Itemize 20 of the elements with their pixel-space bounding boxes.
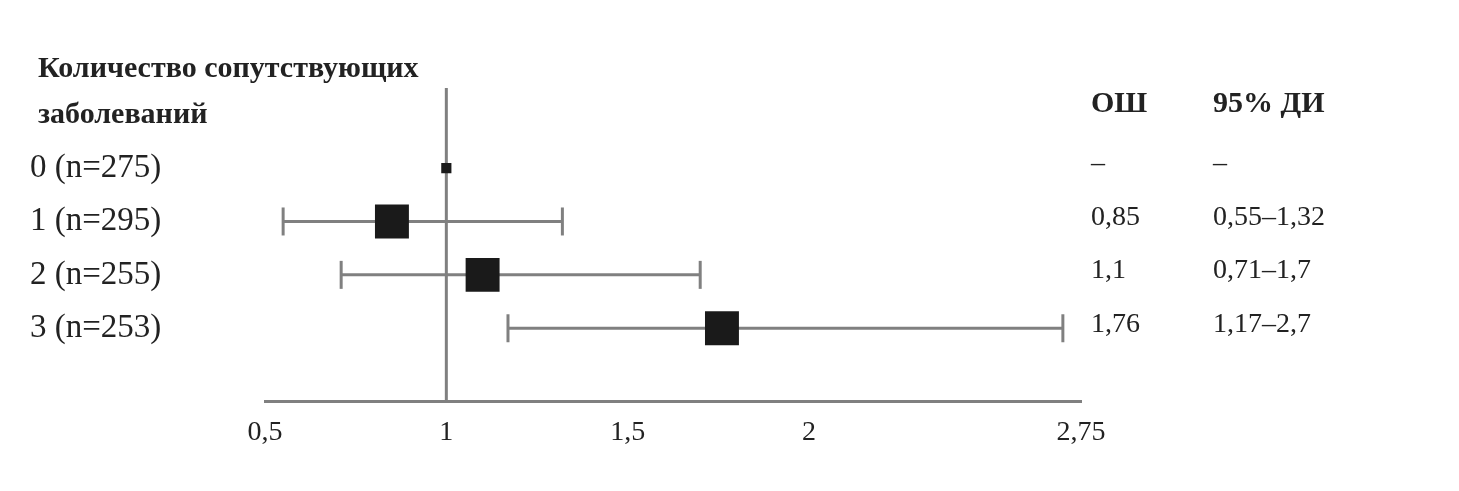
text: 0,71–1,7 xyxy=(1213,253,1311,285)
x-tick-label: 1,5 xyxy=(610,414,646,446)
text: 1,1 xyxy=(1091,253,1126,285)
text: – xyxy=(1090,146,1106,178)
x-tick-label: 2 xyxy=(802,414,816,446)
text: 95% ДИ xyxy=(1213,84,1325,118)
x-tick-label: 1 xyxy=(439,414,454,446)
text: 0,85 xyxy=(1091,199,1140,231)
text: – xyxy=(1212,146,1228,178)
x-tick-label: 0,5 xyxy=(247,414,283,446)
y-tick-label: 2 (n=255) xyxy=(30,254,162,292)
y-tick-label: 3 (n=253) xyxy=(30,307,162,345)
y-tick-label: 0 (n=275) xyxy=(30,147,162,185)
chart-title: Количество сопутствующих заболеваний xyxy=(38,49,420,131)
y-tick-label: 1 (n=295) xyxy=(30,201,162,239)
x-tick-label: 2,75 xyxy=(1056,414,1106,446)
text: ОШ xyxy=(1091,84,1148,118)
text: 1,76 xyxy=(1091,306,1140,338)
text: 1,17–2,7 xyxy=(1213,306,1311,338)
text: 0,55–1,32 xyxy=(1213,199,1325,231)
